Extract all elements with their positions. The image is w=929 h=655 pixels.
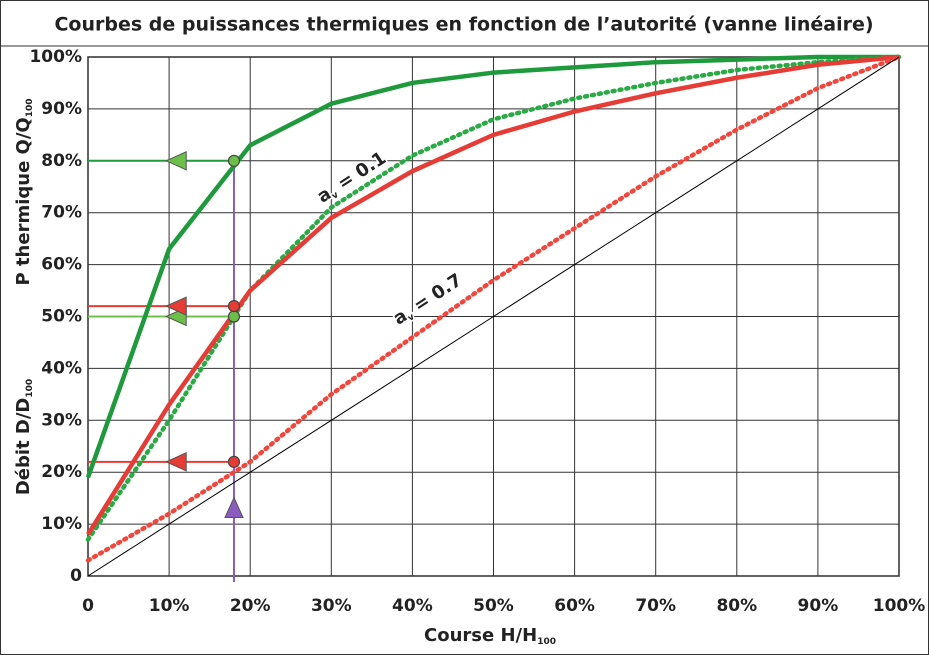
y-axis-label-text: P thermique Q/Q [13,117,34,285]
y-tick-label: 80% [41,151,82,171]
y-axis-label-sub: 100 [25,379,35,398]
x-axis-label: Course H/H100 [424,625,556,647]
reading-point [227,300,241,313]
x-tick-label: 80% [716,596,757,616]
x-tick-label: 40% [392,596,433,616]
y-tick-label: 70% [41,203,82,223]
y-tick-label: 0 [70,566,82,586]
x-tick-label: 90% [798,596,839,616]
x-axis-label-text: Course H/H [424,625,537,646]
reading-arrow [164,452,187,472]
reading-arrow [224,496,244,519]
x-axis-label-sub: 100 [537,637,556,647]
y-axis-label: P thermique Q/Q100 [13,98,35,285]
reading-arrow [164,296,187,316]
y-axis-label: Débit D/D100 [13,379,35,495]
series-line [85,54,902,563]
y-tick-label: 90% [41,99,82,119]
reading-arrow [164,151,187,171]
x-tick-label: 0 [82,596,94,616]
y-tick-label: 40% [41,358,82,378]
series-line [87,56,900,577]
y-tick-label: 20% [41,462,82,482]
x-tick-label: 60% [554,596,595,616]
x-tick-label: 20% [230,596,271,616]
x-tick-label: 50% [473,596,514,616]
y-tick-label: 30% [41,410,82,430]
reading-point [227,154,241,167]
x-tick-label: 100% [873,596,926,616]
y-axis-label-text: Débit D/D [13,398,34,496]
y-tick-label: 10% [41,514,82,534]
y-tick-label: 60% [41,255,82,275]
x-tick-label: 30% [311,596,352,616]
y-tick-label: 100% [29,47,82,67]
reading-point [227,310,241,323]
x-tick-label: 70% [635,596,676,616]
reading-point [227,455,241,468]
series-line [86,54,900,536]
chart-title: Courbes de puissances thermiques en fonc… [54,14,873,36]
y-tick-label: 50% [41,307,82,327]
series-line [85,54,902,542]
y-axis-label-sub: 100 [25,98,35,117]
x-tick-label: 10% [149,596,190,616]
series-line [85,54,899,479]
